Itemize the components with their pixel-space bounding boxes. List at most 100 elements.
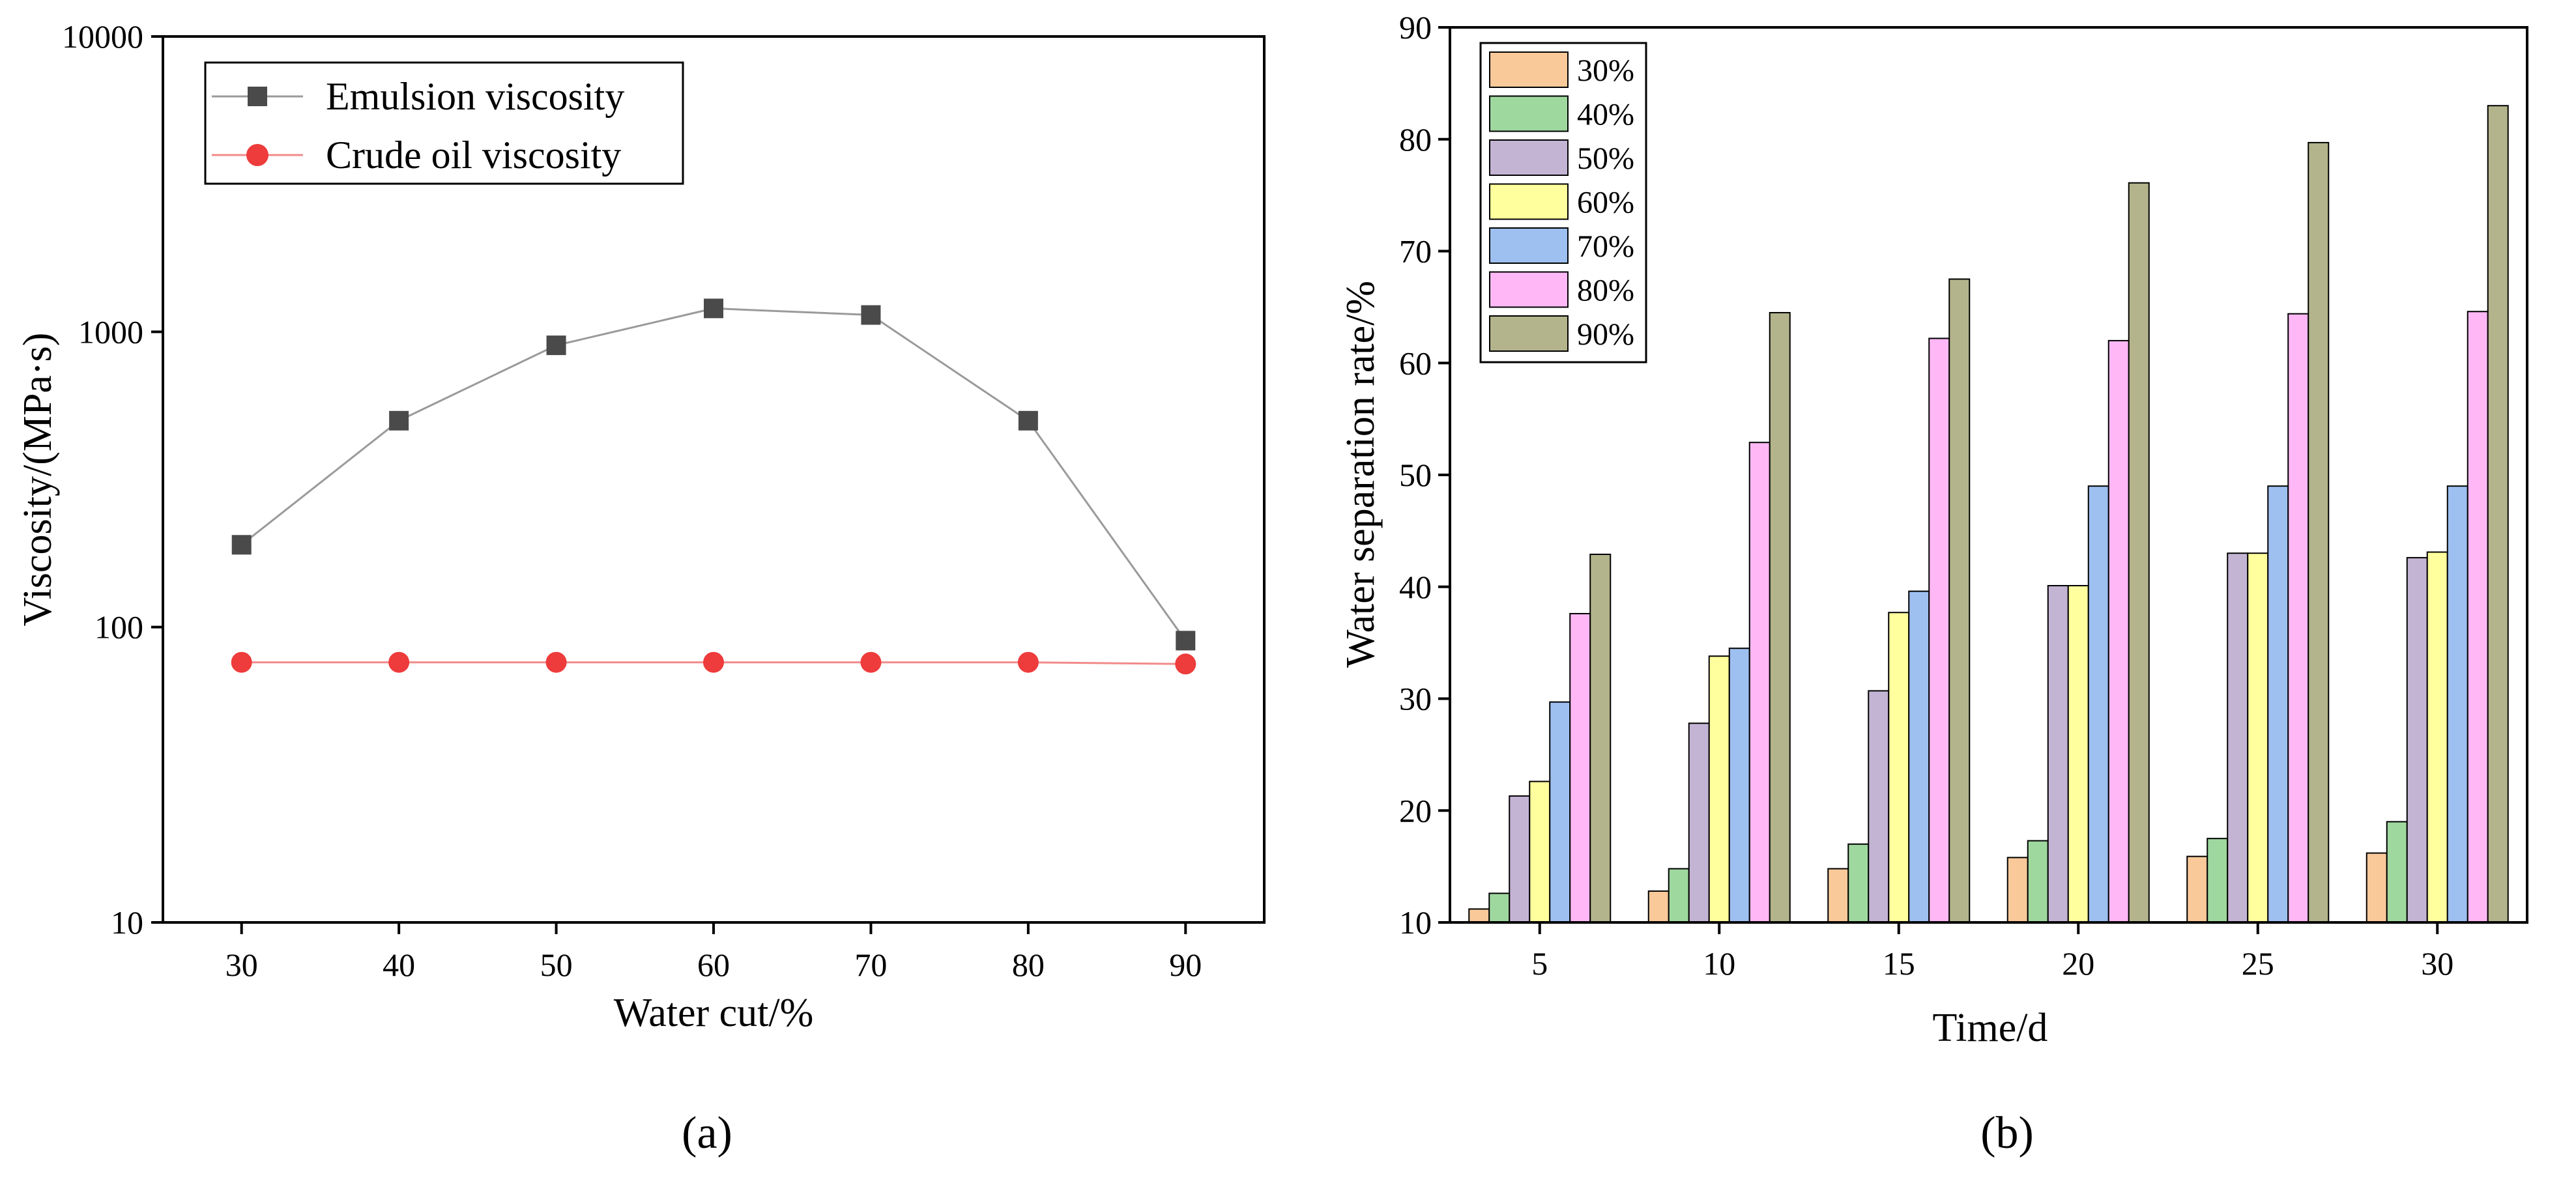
panel-b-legend: 30% 40% 50% 60% 70% 80% 90% [1479,42,1647,363]
data-point-crude-oil [860,651,882,673]
legend-swatch-40pct [1489,95,1569,132]
bar-70pct-day-20 [2087,485,2109,923]
series-emulsion-line [240,307,1187,642]
panel-b-y-tick-label: 20 [1399,792,1432,829]
panel-b-y-axis-label: Water separation rate/% [1339,281,1383,668]
data-point-emulsion [1176,631,1196,651]
bar-80pct-day-5 [1569,612,1591,923]
bar-60pct-day-5 [1529,780,1551,923]
panel-a-legend-box [204,61,684,185]
legend-emulsion-marker [248,87,267,106]
legend-label-60pct: 60% [1577,186,1634,220]
legend-label-50pct: 50% [1577,141,1634,176]
bar-50pct-day-20 [2047,585,2069,923]
legend-swatch-80pct [1489,271,1569,308]
bar-30pct-day-10 [1647,890,1670,924]
panel-a-x-tick-label: 50 [540,947,573,983]
panel-a-y-tick-label: 100 [94,609,143,646]
panel-b-y-tick-label: 80 [1399,121,1432,158]
bar-90pct-day-15 [1948,278,1971,923]
bar-80pct-day-25 [2287,313,2309,923]
panel-b-x-tick-label: 10 [1703,945,1735,982]
legend-swatch-30pct [1489,51,1569,88]
data-point-crude-oil [1175,653,1196,675]
bar-90pct-day-10 [1769,311,1791,923]
bar-50pct-day-10 [1688,722,1710,924]
legend-swatch-90pct [1489,315,1569,352]
data-point-crude-oil [703,651,724,673]
bar-90pct-day-30 [2487,105,2509,924]
legend-swatch-60pct [1489,183,1569,220]
bar-60pct-day-15 [1888,612,1910,923]
legend-label-80pct: 80% [1577,274,1634,308]
bar-70pct-day-10 [1728,648,1750,924]
panel-b-y-tick-label: 60 [1399,345,1432,381]
legend-crude-oil-label: Crude oil viscosity [326,134,621,177]
legend-label-40pct: 40% [1577,98,1634,132]
legend-emulsion-label: Emulsion viscosity [326,75,624,118]
bar-50pct-day-25 [2227,552,2249,923]
bar-40pct-day-15 [1847,843,1870,924]
data-point-emulsion [1018,410,1038,431]
panel-b-y-tick-label: 10 [1399,904,1432,941]
bar-80pct-day-15 [1928,337,1950,923]
bar-60pct-day-20 [2067,585,2089,923]
data-point-emulsion [231,535,252,555]
bar-30pct-day-25 [2186,855,2208,923]
panel-a-x-tick-label: 60 [697,947,730,983]
data-point-crude-oil [231,651,252,673]
panel-b-x-axis-label: Time/d [1933,1006,2048,1050]
panel-b-x-tick-label: 20 [2062,945,2094,982]
bar-30pct-day-30 [2366,852,2388,924]
data-point-crude-oil [1017,651,1039,673]
bar-80pct-day-30 [2467,311,2489,923]
bar-50pct-day-30 [2406,557,2428,923]
bar-40pct-day-30 [2386,821,2408,924]
data-point-crude-oil [388,651,410,673]
bar-70pct-day-15 [1908,590,1930,923]
data-point-emulsion [861,305,881,325]
panel-b-caption: (b) [1980,1108,2034,1158]
bar-40pct-day-25 [2207,838,2229,923]
data-point-emulsion [389,410,409,431]
legend-label-90pct: 90% [1577,317,1634,352]
panel-b-y-tick-label: 90 [1399,9,1432,46]
legend-label-30pct: 30% [1577,53,1634,88]
bar-40pct-day-20 [2027,840,2049,924]
panel-a-x-tick-label: 40 [383,947,415,983]
panel-b-y-tick-label: 50 [1399,457,1432,493]
panel-b-y-tick-label: 70 [1399,233,1432,270]
data-point-emulsion [546,335,566,356]
panel-a-y-tick-label: 10 [111,904,143,941]
panel-a-x-tick-label: 70 [854,947,887,983]
bar-60pct-day-30 [2426,551,2448,923]
panel-a-x-tick-label: 80 [1012,947,1045,983]
bar-30pct-day-20 [2006,857,2029,924]
panel-b-x-tick-label: 15 [1883,945,1915,982]
bar-60pct-day-10 [1708,655,1730,923]
bar-70pct-day-5 [1549,701,1571,923]
data-point-emulsion [704,298,723,319]
bar-50pct-day-5 [1509,795,1531,923]
legend-label-70pct: 70% [1577,229,1634,264]
bar-70pct-day-30 [2446,485,2468,923]
panel-b-y-tick-label: 40 [1399,569,1432,605]
legend-crude-oil-marker [246,144,268,166]
panel-b-y-tick-label: 30 [1399,681,1432,717]
panel-b-x-tick-label: 25 [2242,945,2274,982]
bar-80pct-day-20 [2107,339,2130,923]
panel-a-x-tick-label: 30 [225,947,258,983]
panel-a-y-tick-label: 1000 [78,313,143,350]
panel-b-x-tick-label: 5 [1531,945,1548,982]
bar-50pct-day-15 [1868,690,1890,924]
bar-90pct-day-25 [2308,141,2330,924]
bar-30pct-day-15 [1827,868,1849,924]
panel-a-x-axis-label: Water cut/% [614,991,814,1035]
bar-90pct-day-20 [2128,182,2150,923]
panel-a-x-tick-label: 90 [1169,947,1202,983]
panel-b-x-tick-label: 30 [2421,945,2453,982]
panel-a-y-tick-label: 10000 [62,18,143,55]
panel-a-viscosity-chart: 30 40 50 60 70 80 90 10 100 1000 10000 Water cut/%… [16,18,1266,1158]
bar-60pct-day-25 [2247,552,2269,923]
